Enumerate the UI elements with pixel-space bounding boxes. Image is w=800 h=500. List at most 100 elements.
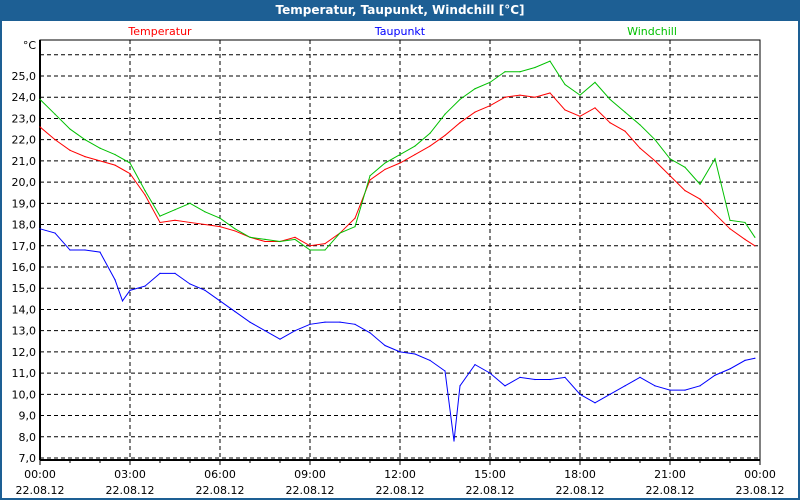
data-point-taupunkt [279,338,281,340]
x-tick-date: 22.08.12 [376,484,425,497]
data-point-temperatur [444,134,446,137]
data-point-temperatur [534,96,536,98]
data-point-taupunkt [453,440,455,442]
data-point-temperatur [324,243,326,245]
data-point-windchill [414,145,416,147]
x-tick-date: 22.08.12 [466,484,515,497]
data-point-temperatur [624,130,626,132]
data-point-temperatur [579,115,581,117]
data-point-taupunkt [684,389,686,391]
data-point-windchill [624,111,626,113]
y-tick-label: 19,0 [12,197,37,210]
data-point-taupunkt [744,359,746,361]
data-point-taupunkt [414,353,416,355]
x-tick-time: 18:00 [564,468,596,481]
y-tick-label: 10,0 [12,388,37,401]
data-point-temperatur [489,105,491,107]
y-tick-label: 7,0 [19,452,37,465]
data-point-temperatur [519,94,521,96]
data-point-taupunkt [54,232,56,234]
data-point-windchill [474,88,476,90]
data-point-taupunkt [204,289,206,291]
data-point-taupunkt [369,332,371,334]
x-tick-time: 09:00 [294,468,326,481]
x-tick-date: 22.08.12 [106,484,155,497]
y-tick-label: 22,0 [12,134,37,147]
data-point-windchill [99,147,101,149]
data-point-temperatur [294,236,296,238]
data-point-temperatur [684,190,686,192]
data-point-temperatur [429,145,431,147]
data-point-temperatur [354,217,356,219]
data-point-temperatur [654,160,656,162]
data-point-windchill [399,153,401,156]
data-point-temperatur [699,198,701,200]
data-point-windchill [204,211,206,213]
y-tick-label: 17,0 [12,240,37,253]
data-point-temperatur [219,226,221,228]
data-point-taupunkt [264,330,266,332]
data-point-windchill [429,132,431,134]
data-point-temperatur [144,194,146,196]
data-point-taupunkt [189,283,191,285]
data-point-taupunkt [714,374,716,376]
data-point-taupunkt [669,389,671,391]
data-point-temperatur [309,245,311,247]
data-point-windchill [639,124,641,126]
data-point-windchill [549,60,551,62]
data-point-temperatur [99,160,101,162]
data-point-taupunkt [459,385,461,387]
data-point-taupunkt [39,228,41,230]
x-tick-time: 00:00 [744,468,776,481]
legend-windchill: Windchill [627,25,677,38]
data-point-temperatur [414,153,416,156]
data-point-windchill [579,94,581,96]
data-point-windchill [684,166,686,168]
y-tick-label: 9,0 [19,410,37,423]
x-tick-time: 21:00 [654,468,686,481]
data-point-taupunkt [534,378,536,381]
data-point-taupunkt [564,376,566,378]
y-tick-label: 13,0 [12,325,37,338]
data-point-taupunkt [219,300,221,302]
data-point-windchill [279,240,281,243]
data-point-temperatur [174,219,176,221]
data-point-temperatur [399,162,401,164]
data-point-taupunkt [114,279,116,281]
data-point-temperatur [129,173,131,175]
data-point-temperatur [669,175,671,177]
data-point-windchill [714,158,716,160]
data-point-temperatur [549,92,551,94]
data-point-taupunkt [549,378,551,381]
data-point-windchill [39,98,41,100]
data-point-temperatur [39,126,41,128]
data-point-temperatur [159,221,161,224]
x-tick-date: 22.08.12 [646,484,695,497]
legend-temperatur: Temperatur [127,25,192,38]
data-point-taupunkt [144,285,146,287]
data-point-taupunkt [309,323,311,325]
data-point-windchill [369,175,371,177]
data-point-windchill [669,158,671,160]
data-point-windchill [189,202,191,204]
series-line-windchill [39,60,756,251]
data-point-temperatur [474,111,476,113]
data-point-windchill [459,98,461,100]
data-point-windchill [564,83,566,86]
data-point-temperatur [84,156,86,158]
y-tick-label: 25,0 [12,70,37,83]
x-tick-date: 22.08.12 [556,484,605,497]
x-tick-date: 22.08.12 [286,484,335,497]
data-point-taupunkt [474,364,476,366]
data-point-windchill [744,221,746,224]
data-point-taupunkt [99,251,101,253]
data-point-taupunkt [429,359,431,361]
data-point-taupunkt [84,249,86,251]
y-tick-label: 11,0 [12,367,37,380]
data-point-taupunkt [639,376,641,378]
data-point-taupunkt [504,385,506,387]
data-point-windchill [54,113,56,115]
window-title: Temperatur, Taupunkt, Windchill [°C] [275,3,525,17]
data-point-temperatur [609,122,611,124]
